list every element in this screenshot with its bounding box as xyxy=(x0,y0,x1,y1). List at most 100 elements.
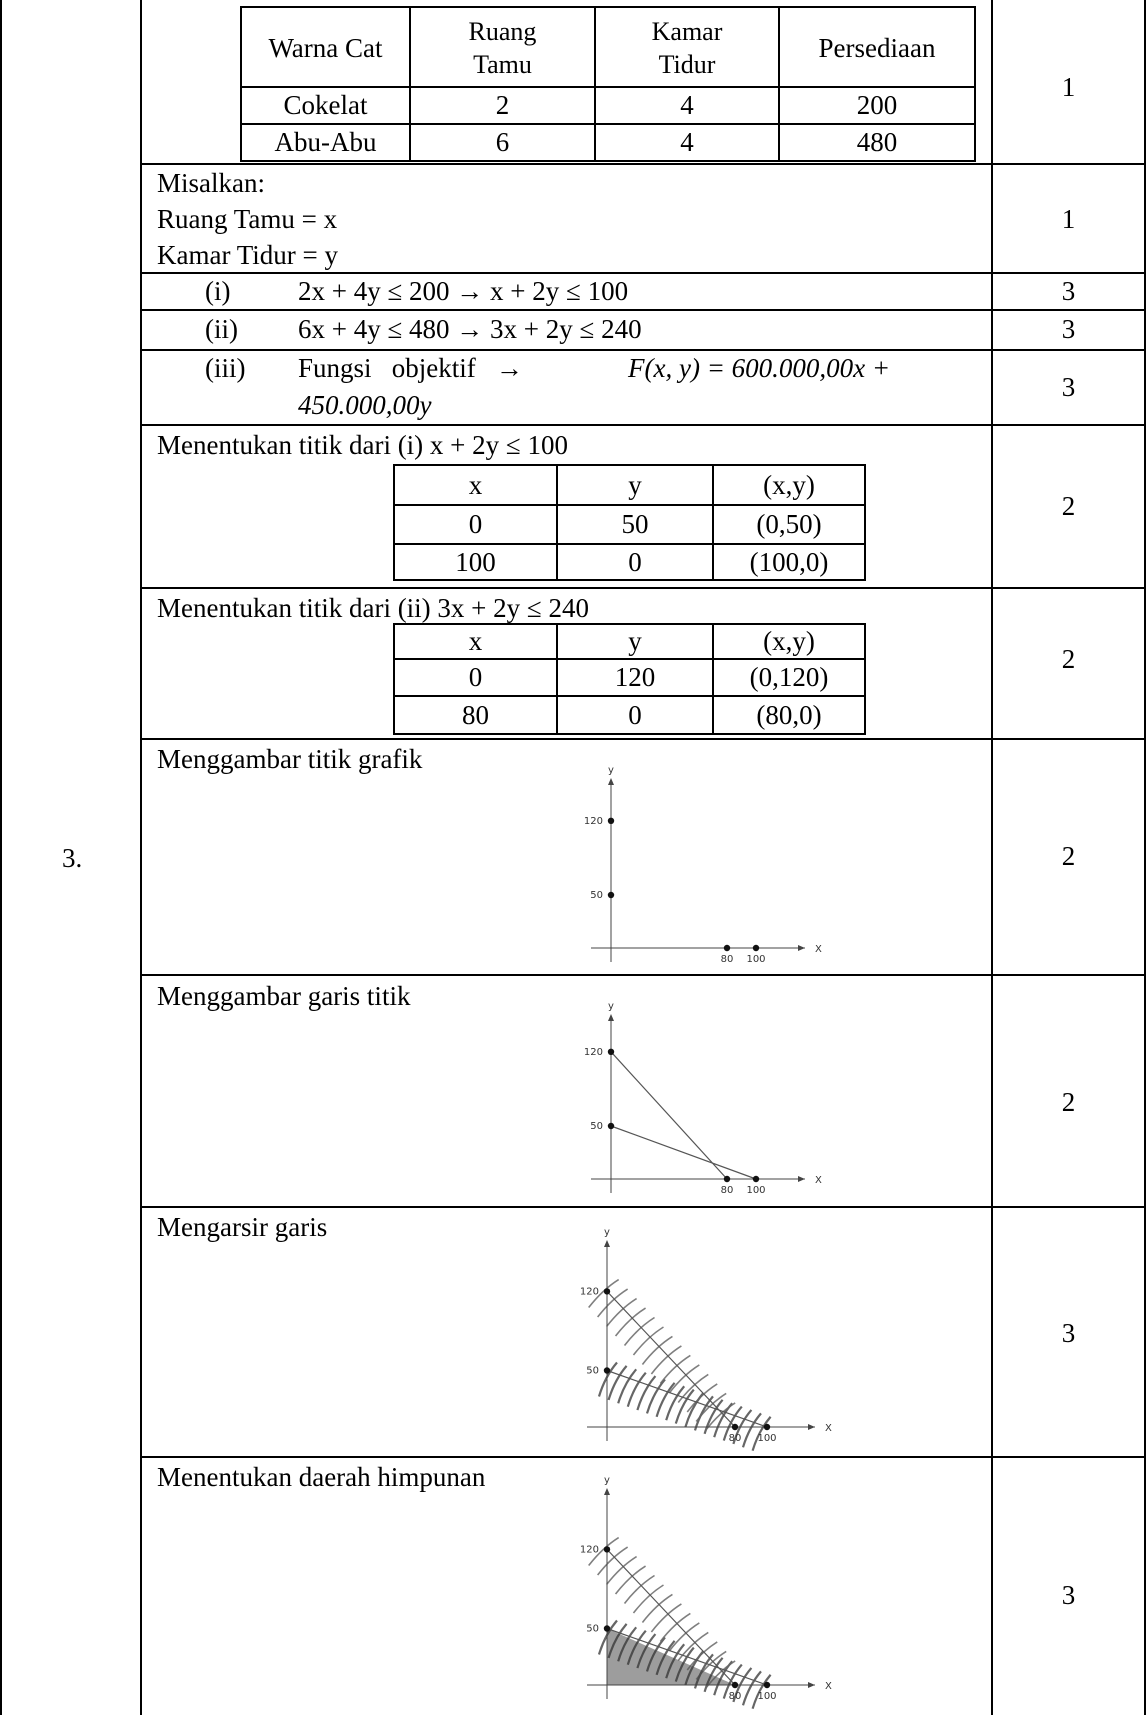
constraint-line xyxy=(606,1627,768,1686)
y-tick-label: 50 xyxy=(586,1366,599,1377)
x-tick-label: 80 xyxy=(721,954,734,965)
points-table-cell: 80 xyxy=(462,700,489,730)
hatch-stroke xyxy=(623,1316,655,1346)
hatch-stroke xyxy=(617,1626,638,1662)
data-point xyxy=(603,1367,611,1374)
y-tick-label: 50 xyxy=(586,1624,599,1635)
hatch-stroke xyxy=(605,1297,638,1328)
points-table-header: x xyxy=(468,470,483,500)
constraint-line xyxy=(606,1369,768,1428)
score-cell: 3 xyxy=(1061,1580,1076,1610)
points-i-title: Menentukan titik dari (i) x + 2y ≤ 100 xyxy=(157,430,568,460)
constraint-line xyxy=(606,1290,736,1428)
data-point xyxy=(731,1423,739,1431)
x-tick-label: 80 xyxy=(729,1691,742,1702)
hatch-stroke xyxy=(684,1650,705,1686)
hatch-stroke xyxy=(632,1326,664,1356)
data-point xyxy=(607,1048,615,1055)
hatch-stroke xyxy=(741,1412,762,1448)
hatch-stroke xyxy=(588,1536,620,1567)
points-table-cell: (0,50) xyxy=(756,509,822,539)
hatch-stroke xyxy=(626,1629,647,1665)
hatch-stroke xyxy=(597,1546,629,1576)
paint-table-cell: 4 xyxy=(680,127,694,157)
constraint-line xyxy=(606,1548,736,1686)
hatch-stroke xyxy=(751,1674,772,1710)
y-axis-arrow xyxy=(604,1488,610,1495)
inequality-label: (i) xyxy=(205,276,231,306)
hatch-stroke xyxy=(626,1371,647,1407)
step-caption: Menggambar garis titik xyxy=(157,981,411,1011)
points-ii-title: Menentukan titik dari (ii) 3x + 2y ≤ 240 xyxy=(157,593,589,623)
y-tick-label: 120 xyxy=(580,1544,599,1555)
x-tick-label: 80 xyxy=(721,1185,734,1196)
paint-table-header: Kamar xyxy=(651,17,723,46)
y-tick-label: 120 xyxy=(580,1286,599,1297)
constraint-line xyxy=(610,1051,728,1180)
score-cell: 3 xyxy=(1061,276,1076,306)
y-axis-label: y xyxy=(608,1001,614,1012)
hatch-stroke xyxy=(665,1385,686,1421)
x-tick-label: 80 xyxy=(729,1433,742,1444)
points-table-cell: 100 xyxy=(455,547,496,577)
score-cell: 2 xyxy=(1061,644,1076,674)
data-point xyxy=(607,817,615,824)
hatch-stroke xyxy=(650,1603,682,1633)
data-point xyxy=(731,1681,739,1689)
hatch-stroke xyxy=(645,1636,666,1672)
row-separator xyxy=(140,1456,1146,1458)
hatch-stroke xyxy=(665,1643,686,1679)
objective-label: (iii) xyxy=(205,353,246,383)
y-tick-label: 50 xyxy=(590,1121,603,1132)
let-line: Kamar Tidur = y xyxy=(157,240,338,270)
score-cell: 2 xyxy=(1061,841,1076,871)
row-separator xyxy=(140,309,1146,311)
x-tick-label: 100 xyxy=(746,1185,765,1196)
y-tick-label: 120 xyxy=(584,1047,603,1058)
paint-table-header: Tamu xyxy=(473,50,532,79)
hatch-stroke xyxy=(732,1409,753,1445)
hatch-stroke xyxy=(684,1392,705,1428)
data-point xyxy=(603,1288,611,1295)
hatch-stroke xyxy=(597,1288,629,1318)
points-table-header: (x,y) xyxy=(763,626,815,656)
y-tick-label: 50 xyxy=(590,890,603,901)
score-cell: 1 xyxy=(1061,204,1076,234)
data-point xyxy=(763,1423,771,1431)
row-separator xyxy=(140,974,1146,976)
hatch-stroke xyxy=(605,1555,638,1586)
x-axis-arrow xyxy=(808,1682,815,1688)
hatch-stroke xyxy=(641,1335,673,1365)
inequality-text: 2x + 4y ≤ 200 → x + 2y ≤ 100 xyxy=(298,276,629,306)
y-axis-label: y xyxy=(608,765,614,776)
hatch-stroke xyxy=(751,1416,772,1452)
hatch-stroke xyxy=(668,1622,700,1652)
points-table-cell: 0 xyxy=(628,547,642,577)
inequality-label: (ii) xyxy=(205,314,238,344)
paint-table-cell: 2 xyxy=(495,90,510,120)
x-axis-label: X xyxy=(815,1175,822,1186)
hatch-stroke xyxy=(677,1631,709,1661)
points-table-cell: 50 xyxy=(621,509,649,539)
x-axis-label: X xyxy=(825,1423,832,1434)
x-tick-label: 100 xyxy=(757,1691,776,1702)
hatch-stroke xyxy=(623,1574,655,1604)
hatch-stroke xyxy=(655,1382,676,1418)
graph-draw-lines: Xy 120 50 80 100 xyxy=(584,1001,822,1196)
row-separator xyxy=(140,163,1146,165)
table-border-left xyxy=(0,0,2,1715)
paint-table-cell: 480 xyxy=(856,127,898,157)
score-cell: 2 xyxy=(1061,1087,1076,1117)
hatch-stroke xyxy=(650,1345,682,1375)
let-title: Misalkan: xyxy=(157,168,265,198)
hatch-stroke xyxy=(722,1663,743,1699)
graph-plot-points: Xy 120 50 80 100 xyxy=(584,765,822,965)
objective-formula: F(x, y) = 600.000,00x + xyxy=(628,353,891,383)
points-table-cell: 0 xyxy=(468,509,483,539)
y-axis-label: y xyxy=(604,1227,610,1238)
y-tick-label: 120 xyxy=(584,816,603,827)
hatch-stroke xyxy=(668,1364,700,1394)
paint-table-header: Ruang xyxy=(468,17,537,46)
data-point xyxy=(763,1681,771,1689)
